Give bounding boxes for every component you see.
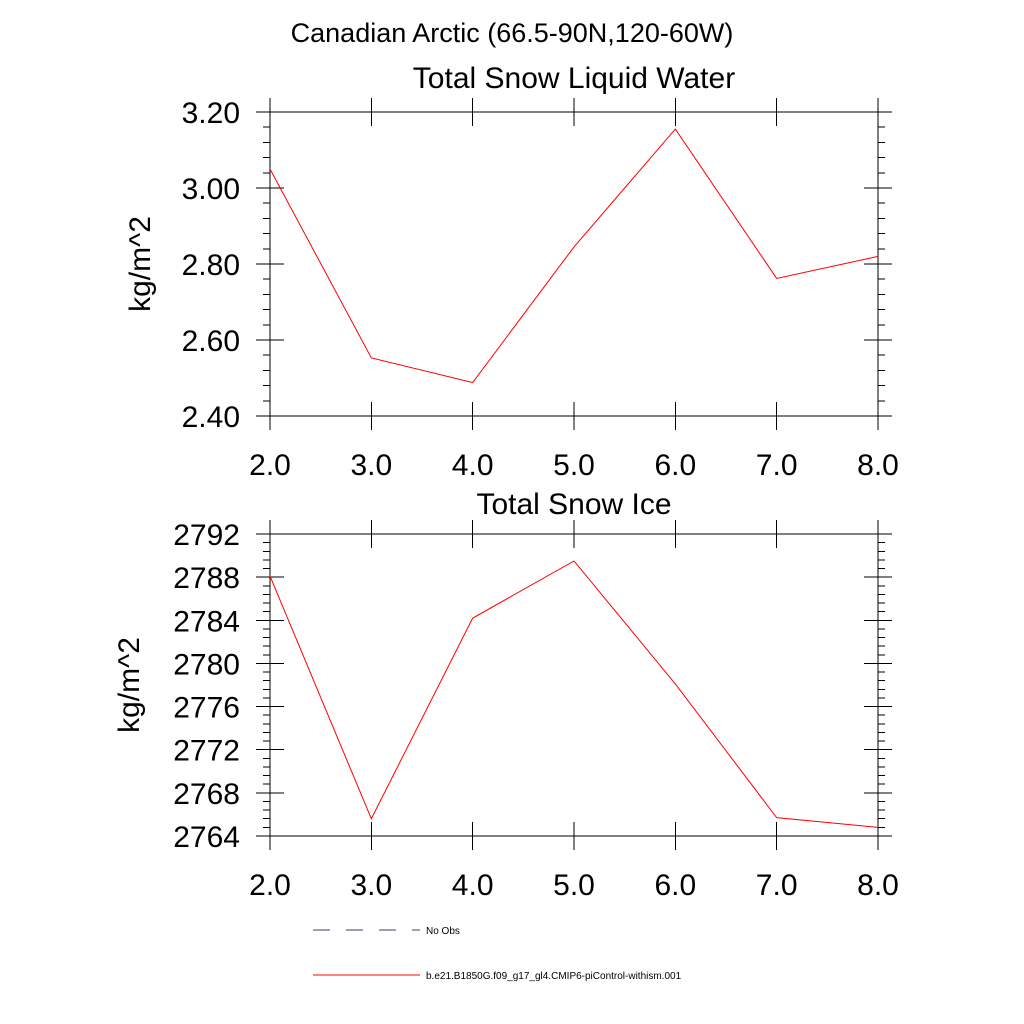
x-tick-label: 8.0 (857, 449, 899, 482)
plot-frame (269, 533, 879, 837)
x-tick-label: 8.0 (857, 869, 899, 902)
y-tick-label: 3.00 (182, 173, 240, 206)
x-tick-label: 5.0 (553, 449, 595, 482)
x-tick-label: 7.0 (756, 449, 798, 482)
x-tick-label: 4.0 (452, 449, 494, 482)
x-tick-label: 2.0 (249, 449, 291, 482)
y-tick-label: 2780 (173, 648, 240, 681)
x-tick-label: 3.0 (350, 869, 392, 902)
y-tick-label: 2.40 (182, 401, 240, 434)
panel-title: Total Snow Liquid Water (413, 62, 735, 95)
x-tick-label: 7.0 (756, 869, 798, 902)
series-line-0 (269, 560, 879, 828)
x-tick-label: 6.0 (654, 449, 696, 482)
y-axis-label: kg/m^2 (113, 637, 146, 733)
x-tick-label: 2.0 (249, 869, 291, 902)
legend-no-obs-label: No Obs (426, 926, 460, 937)
y-tick-label: 2792 (173, 519, 240, 552)
legend: No Obs b.e21.B1850G.f09_g17_gl4.CMIP6-pi… (313, 926, 682, 982)
panel-snow-ice: Total Snow Ice kg/m^2 2.0 3.0 4.0 5.0 6.0 7.0 8.… (113, 488, 899, 902)
legend-model-label: b.e21.B1850G.f09_g17_gl4.CMIP6-piControl… (426, 971, 682, 982)
panel-snow-liquid-water: Total Snow Liquid Water kg/m^2 2.0 3.0 4.0 5.… (124, 62, 899, 482)
y-tick-label: 2.80 (182, 249, 240, 282)
plot-frame (269, 111, 879, 417)
y-tick-label: 2784 (173, 605, 240, 638)
x-tick-label: 3.0 (350, 449, 392, 482)
series-line-0 (269, 128, 879, 384)
y-tick-label: 2764 (173, 821, 240, 854)
x-tick-label: 6.0 (654, 869, 696, 902)
y-tick-label: 2772 (173, 735, 240, 768)
x-tick-label: 4.0 (452, 869, 494, 902)
y-axis-label: kg/m^2 (124, 216, 157, 312)
panel-title: Total Snow Ice (476, 488, 671, 521)
x-tick-label: 5.0 (553, 869, 595, 902)
y-tick-label: 2788 (173, 562, 240, 595)
y-tick-label: 3.20 (182, 97, 240, 130)
y-tick-label: 2776 (173, 692, 240, 725)
y-tick-label: 2.60 (182, 325, 240, 358)
figure-title: Canadian Arctic (66.5-90N,120-60W) (291, 18, 734, 48)
y-tick-label: 2768 (173, 778, 240, 811)
